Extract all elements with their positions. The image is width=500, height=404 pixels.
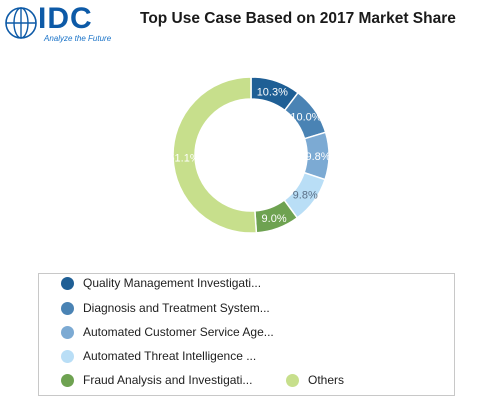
legend-swatch (61, 301, 74, 315)
idc-globe-icon (5, 7, 37, 39)
legend-label: Quality Management Investigati... (83, 276, 262, 290)
donut-slice[interactable] (172, 76, 258, 234)
slice-value-label: 10.0% (290, 112, 321, 124)
legend-item[interactable]: Fraud Analysis and Investigati... (61, 373, 252, 387)
legend-label: Automated Customer Service Age... (83, 325, 274, 339)
legend-item[interactable]: Others (286, 373, 344, 387)
legend-label: Diagnosis and Treatment System... (83, 301, 270, 315)
slice-value-label: 10.3% (257, 86, 288, 98)
donut-chart: 10.3% 10.0% 9.8% 9.8% 9.0% 51.1% (168, 76, 330, 234)
chart-legend: Quality Management Investigati... Diagnos… (38, 273, 455, 396)
legend-label: Automated Threat Intelligence ... (83, 349, 257, 363)
legend-swatch (61, 276, 74, 290)
legend-item[interactable]: Automated Threat Intelligence ... (61, 349, 256, 363)
slice-value-label: 51.1% (168, 152, 199, 164)
legend-swatch (286, 373, 299, 387)
legend-swatch (61, 349, 74, 363)
logo-tagline: Analyze the Future (44, 34, 112, 43)
logo-wordmark: IDC (38, 2, 93, 35)
idc-logo: IDC Analyze the Future (4, 2, 122, 46)
legend-item[interactable]: Automated Customer Service Age... (61, 325, 274, 339)
legend-swatch (61, 325, 74, 339)
slice-value-label: 9.8% (305, 151, 330, 163)
legend-label: Others (308, 373, 345, 387)
slice-value-label: 9.0% (262, 213, 287, 225)
slice-value-label: 9.8% (293, 189, 318, 201)
legend-label: Fraud Analysis and Investigati... (83, 373, 253, 387)
legend-item[interactable]: Quality Management Investigati... (61, 276, 261, 290)
legend-swatch (61, 373, 74, 387)
chart-title: Top Use Case Based on 2017 Market Share (140, 10, 456, 27)
legend-item[interactable]: Diagnosis and Treatment System... (61, 301, 270, 315)
